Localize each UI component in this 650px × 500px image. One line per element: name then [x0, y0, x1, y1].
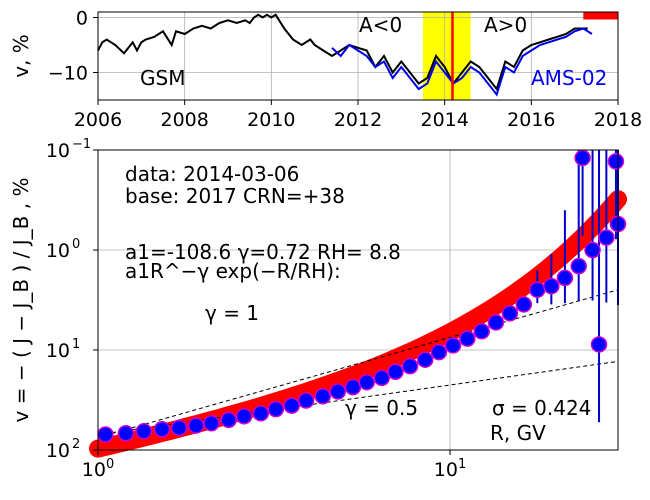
data-point [487, 314, 505, 331]
data-point [314, 387, 332, 405]
bottom-x-ticks: 100 101 [82, 450, 466, 481]
base-text: base: 2017 CRN=+38 [125, 184, 345, 208]
data-point [529, 281, 546, 299]
top-grid [97, 12, 619, 100]
top-x-tick-label: 2008 [160, 109, 208, 131]
data-point [187, 417, 205, 434]
bottom-y-tick-label: 10 [46, 440, 70, 462]
data-points [97, 149, 627, 443]
data-point [344, 378, 362, 396]
data-point [97, 426, 114, 443]
bottom-y-tick-exponent: 1 [72, 337, 80, 352]
top-x-tick-label: 2010 [247, 109, 295, 131]
data-point [283, 397, 300, 414]
data-point [267, 400, 285, 418]
data-point [387, 363, 404, 380]
top-series [97, 13, 593, 97]
top-marker [451, 12, 618, 100]
data-point [297, 392, 315, 409]
data-point [598, 229, 615, 246]
data-point [543, 277, 560, 295]
bottom-x-tick-label: 100 [82, 457, 114, 481]
data-point [329, 383, 347, 400]
data-point [444, 337, 462, 354]
bottom-frame [97, 149, 619, 451]
data-point [235, 408, 253, 425]
bottom-x-tick-label: 101 [434, 457, 466, 481]
bottom-x-axis-label: R, GV [490, 421, 546, 445]
a-neg-label: A<0 [359, 13, 402, 37]
data-point [570, 257, 587, 275]
a-pos-label: A>0 [484, 13, 527, 37]
top-y-tick-label: 0 [76, 8, 88, 30]
data-point [170, 419, 188, 437]
gsm-line [97, 13, 588, 92]
ams-label: AMS-02 [531, 66, 607, 90]
data-date-text: data: 2014-03-06 [125, 162, 299, 186]
top-x-tick-label: 2014 [420, 109, 468, 131]
data-point [135, 423, 153, 440]
bottom-y-tick-label: 10 [46, 240, 70, 262]
data-point [501, 305, 519, 322]
formula-text: a1R^−γ exp(−R/RH): [125, 259, 341, 283]
gamma-one-label: γ = 1 [205, 301, 259, 325]
data-point [358, 373, 376, 391]
top-x-ticks: 2006 2008 2010 2012 2014 2016 2018 [74, 100, 642, 131]
fit-params-text: a1=-108.6 γ=0.72 RH= 8.8 [125, 240, 401, 264]
top-x-tick-label: 2006 [74, 109, 122, 131]
bottom-y-tick-exponent: 2 [72, 437, 80, 452]
top-y-axis-label: v, % [9, 34, 33, 78]
data-point [220, 411, 237, 429]
reference-line [97, 289, 619, 438]
data-point [556, 269, 574, 287]
ams-line [331, 27, 593, 97]
gamma-half-label: γ = 0.5 [345, 396, 418, 420]
data-point [459, 330, 476, 347]
top-x-tick-label: 2016 [507, 109, 555, 131]
outlier-point [574, 149, 591, 167]
outlier-point [590, 336, 608, 353]
top-y-tick-label: −10 [48, 63, 88, 85]
sigma-label: σ = 0.424 [492, 396, 591, 420]
outlier-point [607, 153, 625, 170]
data-point [117, 425, 135, 442]
top-y-ticks: 0 −10 [48, 8, 98, 85]
top-x-tick-label: 2018 [594, 109, 642, 131]
bottom-y-axis-label: v = − ( J − J_B ) / J_B , % [9, 178, 33, 423]
data-point [430, 343, 448, 361]
data-point [515, 296, 533, 313]
bottom-y-tick-label: 10 [46, 140, 70, 162]
bottom-y-tick-exponent: 0 [72, 237, 80, 252]
shaded-band [423, 12, 471, 100]
bottom-y-tick-label: 10 [46, 340, 70, 362]
top-panel: 2006 2008 2010 2012 2014 2016 2018 0 −10 GSM AM… [9, 8, 642, 132]
data-point [473, 323, 490, 340]
top-x-tick-label: 2012 [334, 109, 382, 131]
data-point [203, 414, 220, 432]
data-point [416, 351, 434, 368]
data-point [584, 241, 601, 259]
bottom-y-tick-exponent: −1 [72, 137, 91, 152]
gsm-label: GSM [140, 66, 185, 90]
shaded-band-rect [423, 12, 471, 100]
data-point [373, 369, 391, 387]
data-point [153, 420, 171, 438]
data-point [401, 357, 419, 375]
data-point [252, 405, 270, 422]
